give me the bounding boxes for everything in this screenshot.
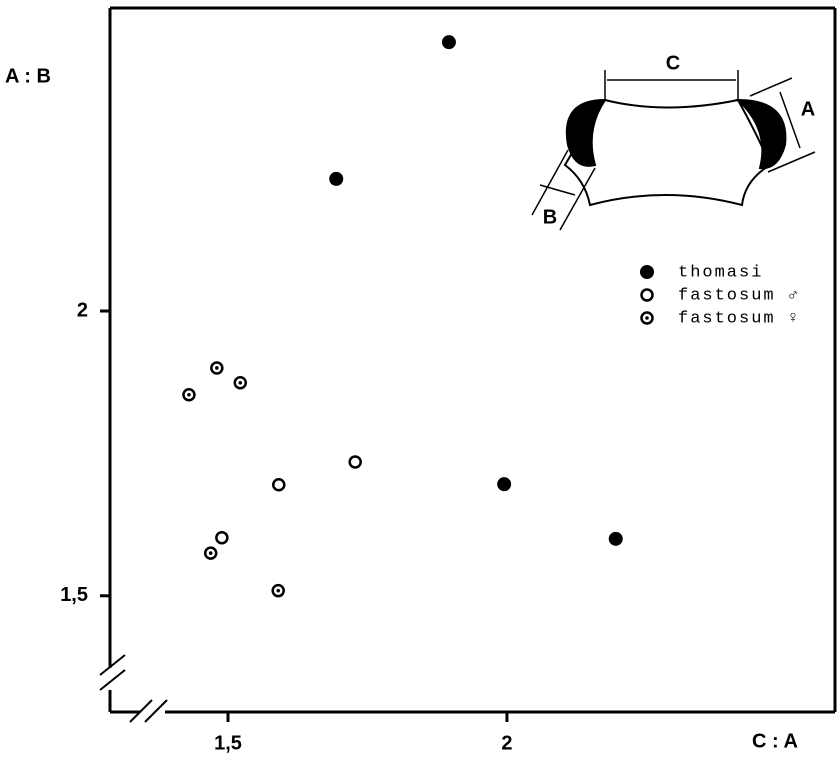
point	[640, 265, 654, 279]
inset-label: A	[801, 98, 815, 120]
legend-label: fastosum ♀	[678, 309, 800, 328]
frame	[100, 8, 835, 722]
point	[273, 585, 284, 596]
point	[642, 313, 653, 324]
chart: C A B A : B C : A 1,5 2 1,5 2 thomasi fastosu…	[0, 0, 840, 765]
inset-label: B	[543, 206, 557, 228]
y-tick-label: 2	[77, 299, 88, 321]
ring	[642, 290, 653, 301]
y-tick-label: 1,5	[60, 584, 88, 606]
point	[497, 477, 511, 491]
dot	[187, 393, 191, 397]
x-tick-label: 1,5	[214, 732, 242, 754]
legend-label: thomasi	[678, 263, 763, 282]
inset-diagram	[532, 70, 815, 230]
point	[442, 35, 456, 49]
dot	[276, 589, 280, 593]
ring	[273, 479, 284, 490]
point	[273, 479, 284, 490]
point	[216, 532, 227, 543]
point	[350, 456, 361, 467]
point	[235, 377, 246, 388]
x-tick-label: 2	[501, 732, 512, 754]
inset-label: C	[666, 52, 680, 74]
ring	[350, 456, 361, 467]
ring	[216, 532, 227, 543]
dot	[238, 381, 242, 385]
point	[609, 532, 623, 546]
point	[205, 548, 216, 559]
dot	[215, 366, 219, 370]
dot	[645, 316, 649, 320]
y-axis-label: A : B	[5, 65, 51, 87]
point	[329, 172, 343, 186]
dot	[209, 551, 213, 555]
point	[183, 389, 194, 400]
legend-label: fastosum ♂	[678, 286, 800, 305]
x-axis-label: C : A	[752, 730, 798, 752]
point	[211, 362, 222, 373]
point	[642, 290, 653, 301]
